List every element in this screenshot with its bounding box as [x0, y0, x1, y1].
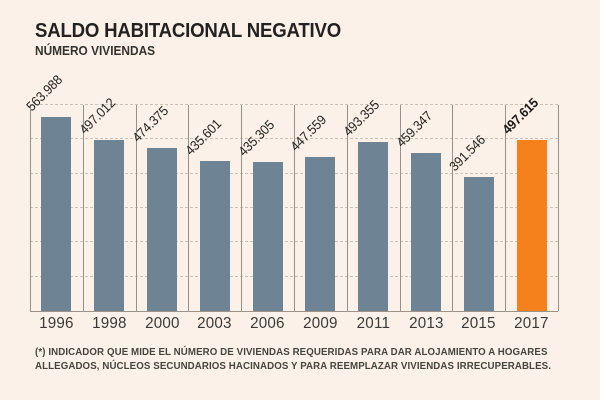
column-separator-9 — [505, 105, 507, 311]
bar-2013 — [411, 153, 441, 311]
footnote: (*) INDICADOR QUE MIDE EL NÚMERO DE VIVI… — [35, 346, 551, 374]
column-separator-4 — [241, 105, 243, 311]
x-label-2000: 2000 — [144, 315, 180, 332]
bar-1998 — [94, 140, 125, 311]
column-separator-5 — [294, 105, 295, 311]
x-label-1998: 1998 — [91, 315, 127, 332]
column-separator-3 — [188, 105, 190, 311]
gridline-600000 — [30, 104, 558, 105]
bar-2009 — [305, 157, 336, 311]
footnote-line-1: (*) INDICADOR QUE MIDE EL NÚMERO DE VIVI… — [35, 347, 548, 358]
x-label-1996: 1996 — [39, 315, 74, 332]
column-separator-6 — [346, 105, 348, 311]
y-axis-line — [30, 105, 31, 311]
x-label-2003: 2003 — [197, 315, 233, 332]
x-label-2011: 2011 — [356, 315, 390, 332]
x-label-2009: 2009 — [303, 315, 338, 332]
value-label-1996: 563.988 — [23, 72, 66, 115]
column-separator-8 — [452, 105, 454, 311]
footnote-line-2: ALLEGADOS, NÚCLEOS SECUNDARIOS HACINADOS… — [35, 361, 552, 372]
x-axis-labels: 1996 1998 2000 2003 2006 2009 2011 2013 2015 2017 — [30, 315, 558, 335]
x-label-2006: 2006 — [250, 315, 285, 332]
column-separator-1 — [82, 105, 84, 311]
bar-2017 — [516, 140, 547, 311]
x-label-2017: 2017 — [514, 315, 549, 332]
bar-2011 — [358, 141, 389, 311]
bar-2006 — [252, 161, 283, 311]
column-separator-10 — [558, 105, 559, 311]
x-label-2015: 2015 — [461, 315, 497, 332]
bar-chart-plot-area: 563.988 497.012 474.375 435.601 435.305 447.5… — [24, 73, 559, 312]
bar-2015 — [463, 176, 494, 311]
chart-subtitle: NÚMERO VIVIENDAS — [35, 44, 156, 58]
bar-1996 — [41, 117, 72, 311]
bar-2000 — [147, 148, 177, 311]
x-label-2013: 2013 — [408, 315, 444, 332]
bar-2003 — [199, 161, 230, 311]
column-separator-7 — [399, 105, 401, 311]
chart-title: SALDO HABITACIONAL NEGATIVO — [35, 20, 342, 42]
column-separator-2 — [135, 105, 137, 311]
